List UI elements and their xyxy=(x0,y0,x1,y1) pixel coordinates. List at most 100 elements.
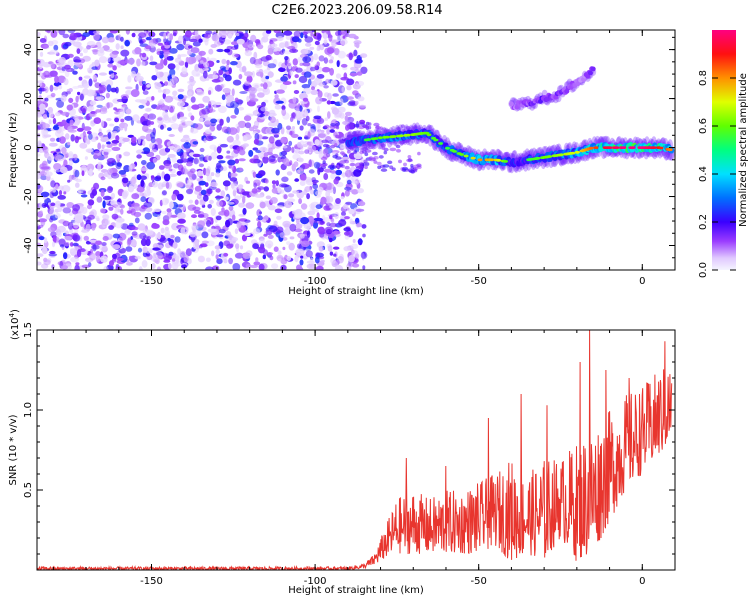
noise-cell xyxy=(110,172,120,179)
noise-cell xyxy=(123,151,131,157)
noise-cell xyxy=(351,189,359,195)
noise-cell xyxy=(378,155,384,159)
noise-cell xyxy=(109,260,114,267)
noise-cell xyxy=(109,30,119,34)
noise-cell xyxy=(187,84,193,92)
spectrogram-ytick-label: -20 xyxy=(23,188,34,204)
noise-cell xyxy=(102,195,112,201)
noise-cell xyxy=(315,96,323,105)
snr-line-area xyxy=(37,330,673,570)
noise-cell xyxy=(297,136,303,140)
noise-cell xyxy=(218,105,227,114)
noise-cell xyxy=(354,58,363,64)
noise-cell xyxy=(357,165,364,170)
noise-cell xyxy=(300,233,305,239)
noise-cell xyxy=(294,255,299,263)
noise-cell xyxy=(315,252,324,258)
noise-cell xyxy=(93,32,100,41)
noise-cell xyxy=(218,160,226,164)
noise-cell xyxy=(270,197,278,204)
noise-cell xyxy=(55,148,61,152)
noise-cell xyxy=(63,236,72,241)
noise-cell xyxy=(46,30,51,34)
noise-cell xyxy=(242,136,248,142)
noise-cell xyxy=(277,122,283,130)
noise-cell xyxy=(125,86,133,90)
noise-cell xyxy=(248,87,257,94)
noise-cell xyxy=(108,225,114,230)
noise-cell xyxy=(228,205,234,211)
noise-cell xyxy=(210,44,218,48)
noise-cell xyxy=(181,158,188,163)
noise-cell xyxy=(110,72,115,79)
noise-cell xyxy=(63,78,69,86)
noise-cell xyxy=(67,53,74,58)
noise-cell xyxy=(145,45,151,50)
noise-cell xyxy=(133,205,142,211)
noise-cell xyxy=(231,237,239,242)
noise-cell xyxy=(124,229,131,234)
noise-cell xyxy=(275,89,285,94)
noise-cell xyxy=(168,251,174,256)
noise-cell xyxy=(230,115,237,119)
noise-cell xyxy=(257,44,264,50)
noise-cell xyxy=(164,226,169,231)
noise-cell xyxy=(329,205,335,209)
noise-cell xyxy=(314,139,320,146)
noise-cell xyxy=(297,141,302,148)
noise-cell xyxy=(331,139,340,147)
noise-cell xyxy=(136,154,142,159)
noise-cell xyxy=(343,227,352,232)
noise-cell xyxy=(186,179,193,186)
noise-cell xyxy=(58,190,63,196)
noise-cell xyxy=(97,142,102,150)
noise-cell xyxy=(274,208,283,214)
noise-cell xyxy=(63,159,68,167)
noise-cell xyxy=(187,105,192,112)
noise-cell xyxy=(269,255,274,261)
noise-cell xyxy=(147,229,154,236)
noise-cell xyxy=(350,243,359,250)
noise-cell xyxy=(329,251,334,256)
noise-cell xyxy=(312,183,319,190)
noise-cell xyxy=(280,127,285,135)
noise-cell xyxy=(68,151,74,159)
noise-cell xyxy=(207,100,216,105)
noise-cell xyxy=(196,90,205,96)
noise-cell xyxy=(251,70,255,78)
noise-cell xyxy=(232,79,242,86)
noise-cell xyxy=(181,136,191,143)
noise-cell xyxy=(231,88,235,97)
noise-cell xyxy=(289,48,299,54)
noise-cell xyxy=(43,259,51,266)
trace-peak xyxy=(405,133,411,137)
noise-cell xyxy=(100,81,108,86)
noise-cell xyxy=(67,179,71,183)
noise-cell xyxy=(57,195,66,200)
noise-cell xyxy=(155,63,164,70)
noise-cell xyxy=(225,155,234,160)
noise-cell xyxy=(346,78,355,86)
noise-cell xyxy=(399,140,406,145)
noise-cell xyxy=(325,30,331,35)
noise-cell xyxy=(332,230,341,235)
snr-scale-exponent: 4 xyxy=(8,312,16,317)
noise-cell xyxy=(249,264,258,269)
noise-cell xyxy=(329,67,334,76)
noise-cell xyxy=(93,150,102,159)
noise-cell xyxy=(168,173,177,177)
noise-cell xyxy=(316,212,320,220)
noise-cell xyxy=(265,195,272,200)
noise-cell xyxy=(303,30,312,34)
noise-cell xyxy=(210,172,215,177)
noise-cell xyxy=(157,89,163,93)
spectrogram-ylabel: Frequency (Hz) xyxy=(8,112,19,188)
spectrogram-ytick-label: 20 xyxy=(23,92,34,105)
trace-peak xyxy=(658,146,664,150)
noise-cell xyxy=(154,251,163,260)
noise-cell xyxy=(344,186,352,191)
noise-cell xyxy=(201,231,209,239)
trace-peak xyxy=(535,156,541,160)
noise-cell xyxy=(201,108,211,115)
